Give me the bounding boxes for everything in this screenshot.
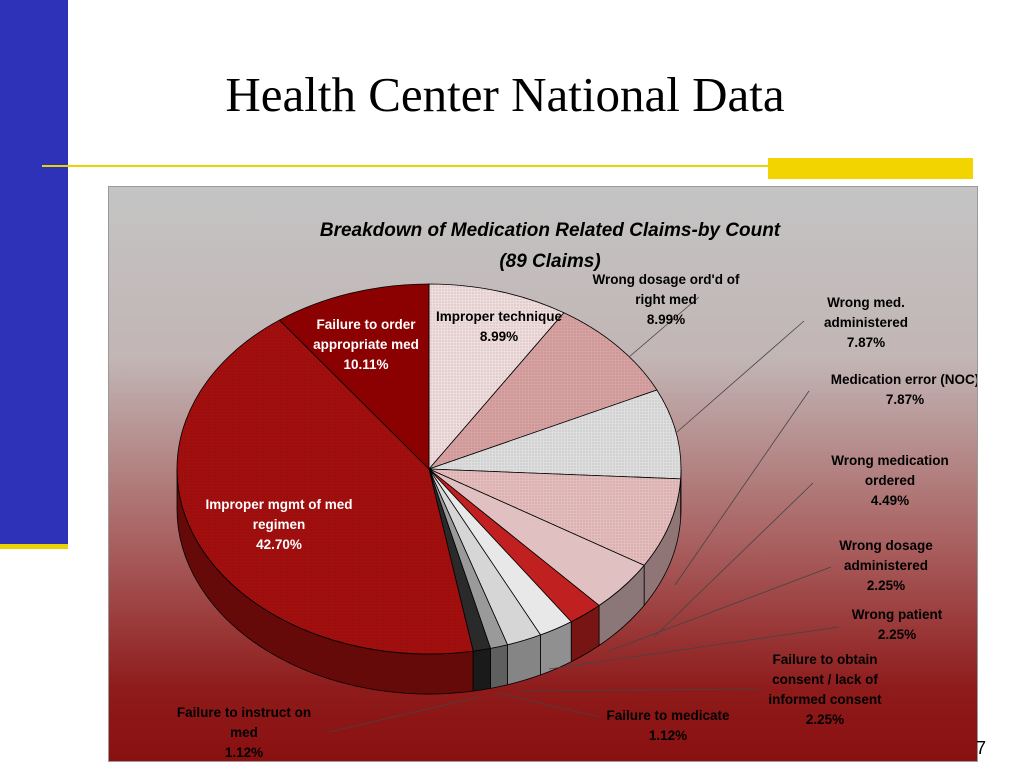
chart-subtitle: (89 Claims): [499, 251, 600, 272]
slice-label: Wrong med. administered 7.87%: [824, 295, 908, 350]
leader-line: [521, 688, 760, 692]
leader-line: [676, 320, 805, 433]
pie-slice-side: [490, 644, 508, 689]
slice-label: Failure to order appropriate med 10.11%: [313, 317, 419, 372]
title-underline: [42, 165, 772, 167]
page-number: 7: [976, 738, 987, 758]
leader-line: [674, 390, 810, 586]
slice-label: Failure to medicate 1.12%: [606, 708, 730, 743]
slice-label: Failure to obtain consent / lack of inform…: [768, 652, 882, 727]
slice-label: Failure to instruct on med 1.12%: [177, 705, 311, 760]
slide-title: Health Center National Data: [225, 67, 785, 122]
leader-line: [628, 296, 700, 358]
leader-line: [653, 482, 814, 638]
pie-slice: [428, 389, 682, 480]
slice-label: Wrong patient 2.25%: [852, 607, 943, 642]
slice-label: Improper mgmt of med regimen 42.70%: [205, 497, 352, 552]
pie-slice: [176, 319, 474, 655]
pie-slice: [428, 283, 565, 471]
pie-chart: Breakdown of Medication Related Claims-b…: [176, 220, 978, 760]
slice-label: Improper technique 8.99%: [436, 309, 563, 344]
slice-label: Wrong dosage administered 2.25%: [839, 538, 933, 593]
leader-line: [497, 692, 600, 718]
leader-line: [548, 626, 840, 670]
leader-line: [608, 566, 832, 652]
chart-panel: Breakdown of Medication Related Claims-b…: [108, 186, 978, 762]
left-bar-yellow-stripe: [0, 544, 68, 549]
title-underline-block: [768, 158, 973, 179]
pie-slice: [278, 283, 430, 470]
leader-line: [328, 696, 480, 733]
left-accent-bar: [0, 0, 68, 548]
pie-slice-side: [472, 647, 491, 692]
chart-title: Breakdown of Medication Related Claims-b…: [320, 220, 781, 241]
slice-label: Medication error (NOC) 7.87%: [831, 372, 978, 407]
slice-label: Wrong medication ordered 4.49%: [831, 453, 949, 508]
pie-slice: [428, 468, 682, 566]
slice-label: Wrong dosage ord'd of right med 8.99%: [593, 272, 740, 327]
pie-slice: [427, 312, 658, 470]
